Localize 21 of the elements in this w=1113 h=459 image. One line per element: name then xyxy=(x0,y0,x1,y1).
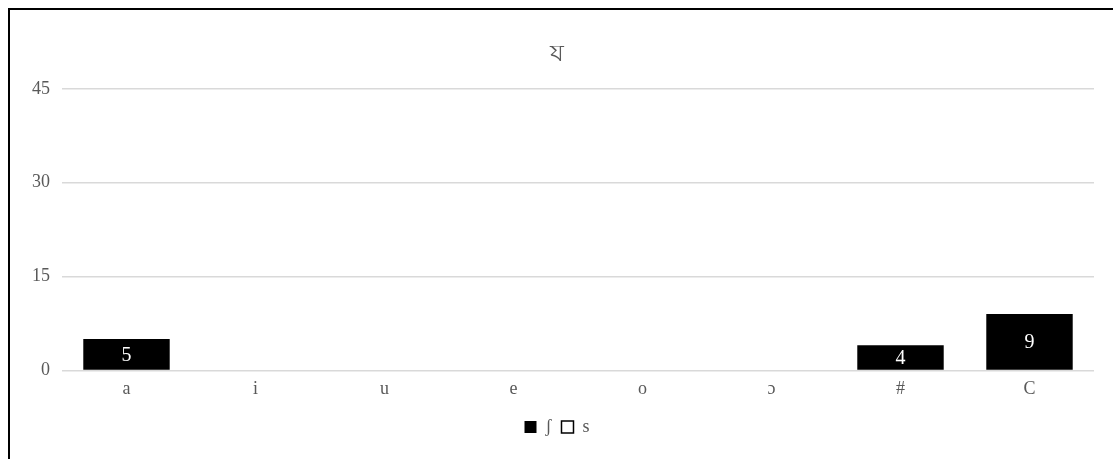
x-tick-label: ɔ xyxy=(767,377,776,398)
x-tick-label: C xyxy=(1023,377,1036,398)
legend-label: ʃ xyxy=(544,415,553,436)
x-tick-label: o xyxy=(638,377,647,398)
x-tick-label: u xyxy=(380,377,389,398)
y-tick-label: 30 xyxy=(32,171,50,192)
bar xyxy=(83,339,170,370)
x-tick-label: a xyxy=(122,377,131,398)
data-label: 4 xyxy=(895,345,906,368)
legend-label: s xyxy=(582,415,590,436)
data-label: 5 xyxy=(121,342,132,365)
y-tick-label: 0 xyxy=(41,359,50,380)
bar xyxy=(986,314,1073,370)
bar xyxy=(857,345,944,370)
y-tick-label: 15 xyxy=(32,265,50,286)
y-tick-label: 45 xyxy=(32,77,50,98)
x-tick-label: # xyxy=(896,377,905,398)
data-label: 9 xyxy=(1024,330,1035,353)
x-tick-label: e xyxy=(509,377,518,398)
chart-title: য xyxy=(549,39,565,66)
x-tick-label: i xyxy=(252,377,259,398)
